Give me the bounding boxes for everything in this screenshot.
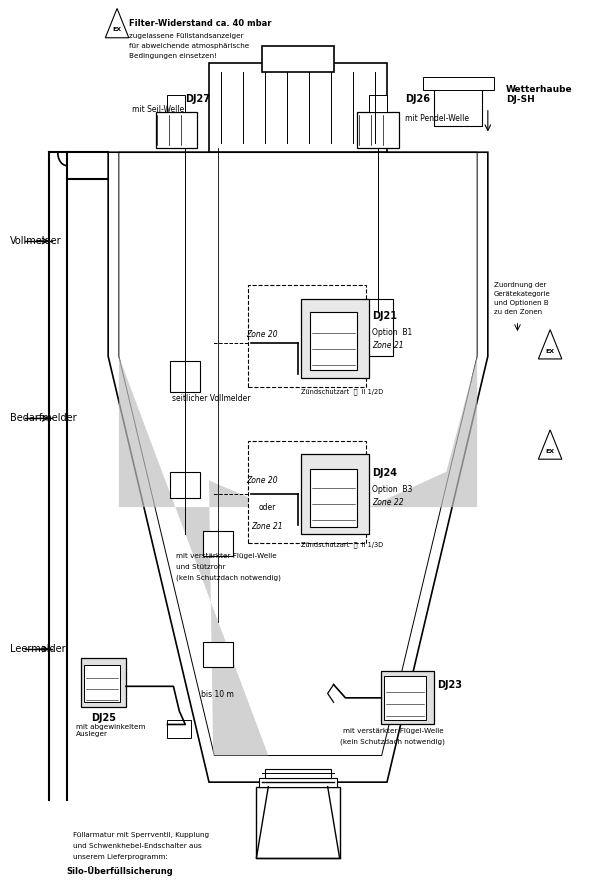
- Bar: [301, 454, 369, 534]
- Bar: [170, 472, 200, 498]
- Bar: [384, 676, 426, 720]
- Text: seitlicher Vollmelder: seitlicher Vollmelder: [172, 394, 251, 403]
- Text: Füllarmatur mit Sperrventil, Kupplung: Füllarmatur mit Sperrventil, Kupplung: [73, 832, 209, 838]
- Text: EX: EX: [545, 449, 555, 454]
- Text: zu den Zonen: zu den Zonen: [493, 309, 542, 315]
- Bar: [363, 299, 393, 356]
- Text: DJ26: DJ26: [405, 94, 430, 104]
- Text: Leermelder: Leermelder: [10, 644, 66, 654]
- Text: Zuordnung der: Zuordnung der: [493, 282, 546, 288]
- Bar: [259, 778, 337, 787]
- Text: (kein Schutzdach notwendig): (kein Schutzdach notwendig): [340, 738, 445, 745]
- Bar: [209, 63, 387, 152]
- Bar: [310, 469, 358, 527]
- Text: und Optionen B: und Optionen B: [493, 300, 548, 306]
- Text: DJ27: DJ27: [185, 94, 210, 104]
- Text: DJ25: DJ25: [91, 713, 116, 724]
- Text: mit abgewinkeltem
Ausleger: mit abgewinkeltem Ausleger: [76, 724, 145, 737]
- Bar: [423, 77, 493, 90]
- Bar: [203, 531, 233, 556]
- Text: mit verstärkter Flügel-Welle: mit verstärkter Flügel-Welle: [343, 728, 443, 733]
- Text: zugelassene Füllstandsanzeiger: zugelassene Füllstandsanzeiger: [129, 33, 244, 39]
- Text: (kein Schutzdach notwendig): (kein Schutzdach notwendig): [176, 575, 281, 581]
- Text: und Stützrohr: und Stützrohr: [176, 563, 226, 570]
- Text: Option  B1: Option B1: [372, 328, 412, 336]
- Polygon shape: [119, 356, 477, 756]
- Bar: [156, 112, 197, 148]
- Text: EX: EX: [545, 349, 555, 353]
- Text: Gerätekategorie: Gerätekategorie: [493, 291, 551, 297]
- Text: Zündschutzart  ⓔ  II 1/3D: Zündschutzart ⓔ II 1/3D: [301, 541, 383, 547]
- Text: Zone 21: Zone 21: [372, 341, 403, 350]
- Bar: [256, 787, 340, 858]
- Bar: [85, 665, 120, 702]
- Bar: [265, 769, 331, 778]
- Bar: [167, 720, 191, 738]
- Text: für abweichende atmosphärische: für abweichende atmosphärische: [129, 43, 249, 49]
- Text: Zündschutzart  ⓔ  II 1/2D: Zündschutzart ⓔ II 1/2D: [301, 388, 383, 395]
- Text: und Schwenkhebel-Endschalter aus: und Schwenkhebel-Endschalter aus: [73, 843, 201, 849]
- Bar: [301, 299, 369, 378]
- Text: unserem Lieferprogramm:: unserem Lieferprogramm:: [73, 854, 167, 860]
- Bar: [369, 94, 387, 112]
- Text: Wetterhaube
DJ-SH: Wetterhaube DJ-SH: [505, 85, 572, 104]
- Bar: [262, 45, 334, 72]
- Text: Bedingungen einsetzen!: Bedingungen einsetzen!: [129, 53, 217, 59]
- Text: Bedarfmelder: Bedarfmelder: [10, 413, 77, 424]
- Text: Filter-Widerstand ca. 40 mbar: Filter-Widerstand ca. 40 mbar: [129, 19, 271, 28]
- Text: bis 10 m: bis 10 m: [201, 690, 234, 699]
- Bar: [203, 642, 233, 667]
- Bar: [310, 312, 358, 369]
- Text: Zone 21: Zone 21: [252, 522, 283, 531]
- Text: DJ23: DJ23: [437, 680, 462, 690]
- Bar: [247, 286, 366, 387]
- Text: Vollmelder: Vollmelder: [10, 236, 62, 246]
- Bar: [381, 671, 434, 724]
- Text: oder: oder: [259, 503, 276, 512]
- Polygon shape: [108, 152, 488, 782]
- Text: Zone 20: Zone 20: [247, 476, 278, 485]
- Text: Zone 22: Zone 22: [372, 498, 403, 507]
- Bar: [170, 360, 200, 392]
- Text: mit Seil-Welle: mit Seil-Welle: [132, 105, 184, 114]
- Text: mit Pendel-Welle: mit Pendel-Welle: [405, 114, 469, 123]
- Bar: [434, 81, 482, 125]
- Bar: [247, 441, 366, 543]
- Text: EX: EX: [113, 28, 122, 32]
- Text: mit verstärkter Flügel-Welle: mit verstärkter Flügel-Welle: [176, 553, 277, 559]
- Bar: [167, 94, 185, 112]
- Text: Silo-Überfüllsicherung: Silo-Überfüllsicherung: [67, 866, 173, 876]
- Bar: [358, 112, 399, 148]
- Text: Zone 20: Zone 20: [247, 329, 278, 338]
- Text: Option  B3: Option B3: [372, 485, 412, 494]
- Bar: [82, 658, 126, 707]
- Text: DJ21: DJ21: [372, 312, 397, 321]
- Text: DJ24: DJ24: [372, 468, 397, 479]
